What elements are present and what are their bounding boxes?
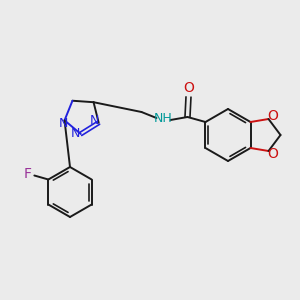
Text: F: F [23, 167, 31, 181]
Text: N: N [71, 128, 80, 140]
Text: NH: NH [154, 112, 173, 125]
Text: O: O [183, 81, 194, 95]
Text: O: O [267, 147, 278, 161]
Text: N: N [59, 117, 68, 130]
Text: N: N [90, 114, 99, 127]
Text: O: O [267, 109, 278, 123]
